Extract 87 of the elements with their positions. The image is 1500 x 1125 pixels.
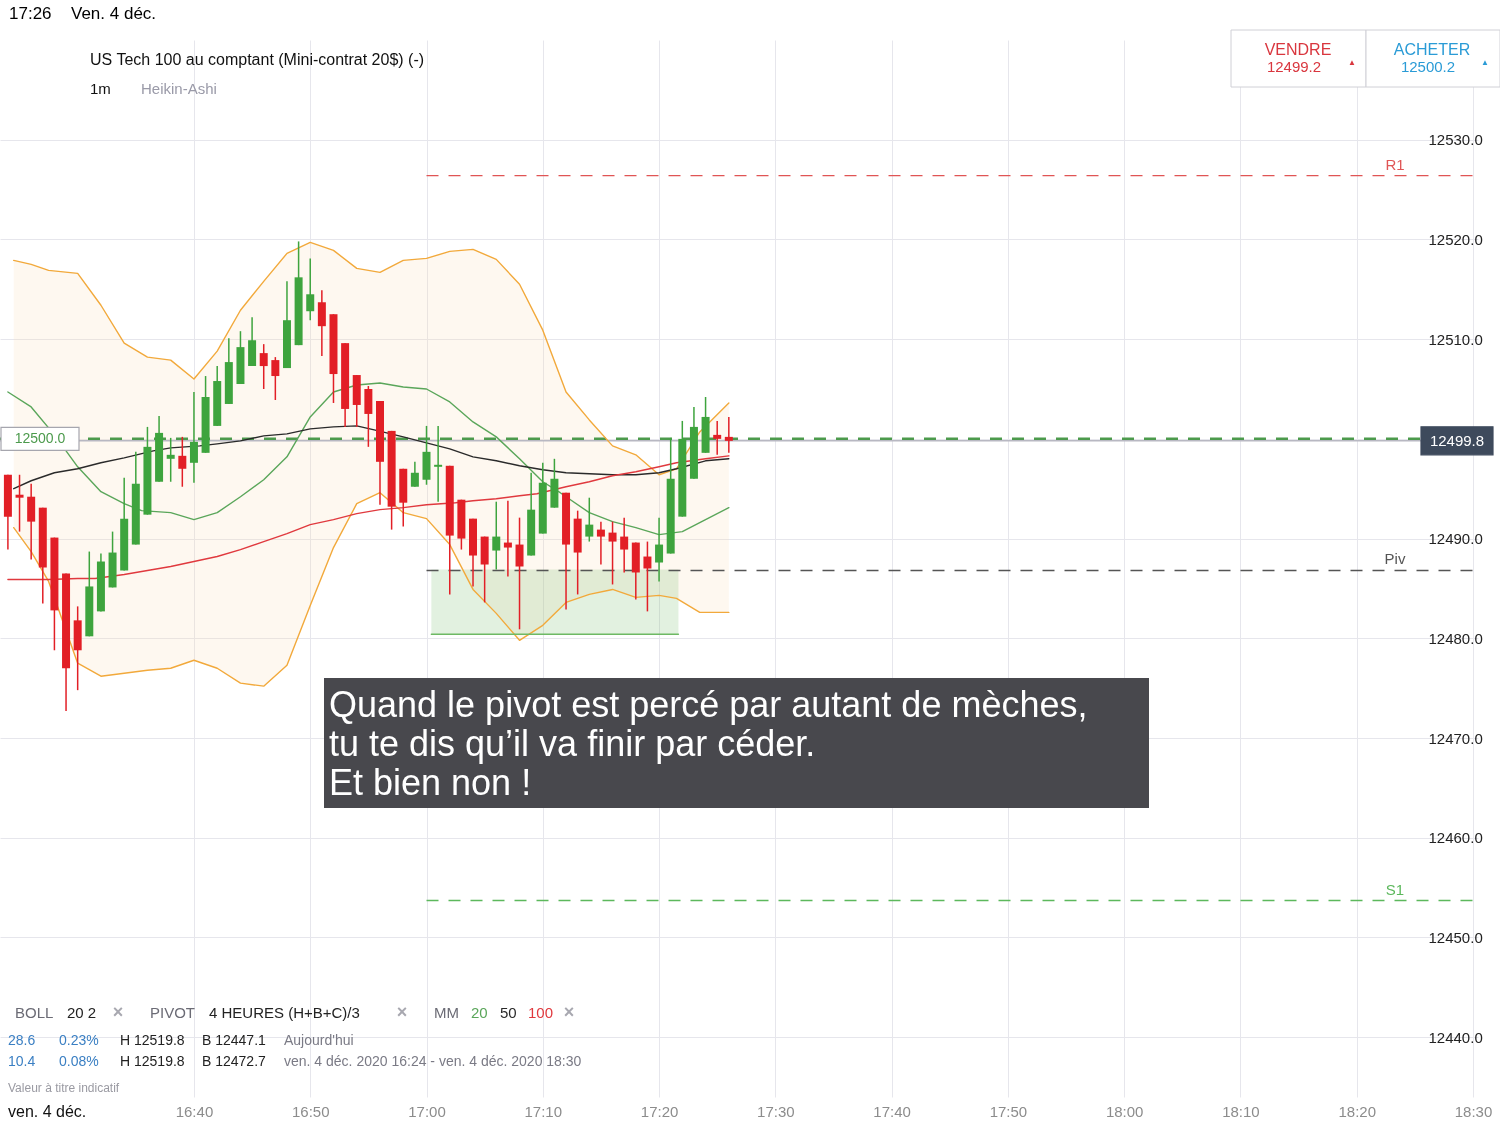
annotation: ▲ (1348, 58, 1356, 67)
text: ven. 4 déc. (8, 1103, 87, 1120)
annotation: 4 HEURES (H+B+C)/3 (209, 1004, 360, 1021)
line-series (7, 455, 730, 581)
series-label: S1 (1385, 880, 1405, 898)
candlestick (596, 520, 605, 566)
y-tick-label: 12510.0 (1428, 330, 1483, 348)
candlestick (15, 474, 24, 533)
candlestick (166, 437, 175, 483)
annotation: 12500.2 (1400, 58, 1456, 75)
y-tick-label: 12440.0 (1428, 1028, 1483, 1046)
candlestick (643, 540, 652, 613)
line-series (13, 492, 730, 687)
annotation: × (112, 1002, 124, 1022)
annotation: Valeur à titre indicatif (8, 1081, 120, 1095)
y-tick-label: 12520.0 (1428, 230, 1483, 248)
candlestick (724, 416, 733, 454)
annotation: 28.6 (8, 1032, 36, 1048)
candlestick (608, 520, 617, 586)
annotation: B 12447.1 (202, 1032, 267, 1048)
annotation: 0.23% (59, 1032, 99, 1048)
annotation: 0.08% (59, 1053, 99, 1069)
candlestick (410, 461, 419, 488)
annotation: Heikin-Ashi (141, 80, 217, 97)
annotation: PIVOT (150, 1004, 196, 1021)
x-tick-label: 17:20 (640, 1102, 679, 1120)
candlestick (434, 425, 443, 503)
annotation: 20 2 (67, 1004, 97, 1021)
series-label: R1 (1385, 155, 1405, 173)
candlestick (317, 289, 326, 357)
x-tick-label: 18:10 (1222, 1102, 1260, 1120)
x-tick-label: 18:20 (1338, 1102, 1376, 1120)
x-tick-label: 17:50 (989, 1102, 1028, 1120)
annotation: MM (434, 1004, 459, 1021)
x-tick-label: 17:40 (873, 1102, 911, 1120)
x-tick-label: 17:30 (757, 1102, 795, 1120)
candlestick (178, 436, 187, 488)
text: ▲ (1481, 58, 1489, 67)
annotation: Quand le pivot est percé par autant de mèches, tu te dis qu’il va finir par céder. Et bien non ! (329, 684, 1088, 803)
line-series (13, 425, 730, 490)
candlestick (492, 500, 501, 571)
text: 17:26 (9, 4, 52, 23)
annotation: Aujourd'hui (284, 1032, 354, 1048)
line-series (7, 382, 730, 536)
annotation: 12499.2 (1266, 58, 1322, 75)
ref-line-label: 12499.8 (1429, 431, 1485, 449)
annotation: VENDRE (1264, 41, 1332, 58)
candlestick (585, 496, 594, 543)
x-tick-label: 16:50 (291, 1102, 330, 1120)
y-tick-label: 12450.0 (1428, 928, 1483, 946)
y-tick-label: 12470.0 (1428, 729, 1483, 747)
ref-line-label: 12500.0 (14, 429, 66, 446)
text: US Tech 100 au comptant (Mini-contrat 20$) (-) (90, 51, 425, 68)
candlestick (713, 420, 722, 456)
annotation: H 12519.8 (120, 1053, 185, 1069)
y-tick-label: 12460.0 (1428, 829, 1483, 847)
x-tick-label: 18:30 (1454, 1102, 1493, 1120)
annotation: 1m (90, 80, 111, 97)
y-tick-label: 12530.0 (1428, 131, 1483, 149)
text: 50 (500, 1004, 517, 1021)
x-tick-label: 17:00 (408, 1102, 446, 1120)
annotation: ven. 4 déc. 2020 16:24 - ven. 4 déc. 2020 18:30 (284, 1053, 582, 1069)
x-tick-label: 18:00 (1105, 1102, 1144, 1120)
annotation: B 12472.7 (202, 1053, 267, 1069)
annotation: × (563, 1002, 575, 1022)
y-tick-label: 12480.0 (1428, 629, 1483, 647)
annotation: 10.4 (8, 1053, 36, 1069)
text: Ven. 4 déc. (71, 4, 157, 23)
candlestick (259, 343, 268, 390)
annotation: × (396, 1002, 408, 1022)
candlestick (189, 391, 198, 484)
y-tick-label: 12490.0 (1428, 530, 1483, 548)
series-label: Piv (1384, 550, 1406, 568)
annotation: H 12519.8 (120, 1032, 185, 1048)
candlestick (306, 257, 315, 321)
annotation: BOLL (15, 1004, 54, 1021)
line-series (13, 241, 730, 476)
x-tick-label: 17:10 (524, 1102, 563, 1120)
candlestick (620, 516, 629, 574)
candlestick (655, 516, 664, 583)
x-tick-label: 16:40 (175, 1102, 214, 1120)
candlestick (503, 499, 512, 578)
annotation: ACHETER (1393, 41, 1471, 58)
text: 100 (528, 1004, 554, 1021)
text: 20 (471, 1004, 488, 1021)
candlestick (515, 516, 524, 631)
candlestick (271, 356, 280, 401)
